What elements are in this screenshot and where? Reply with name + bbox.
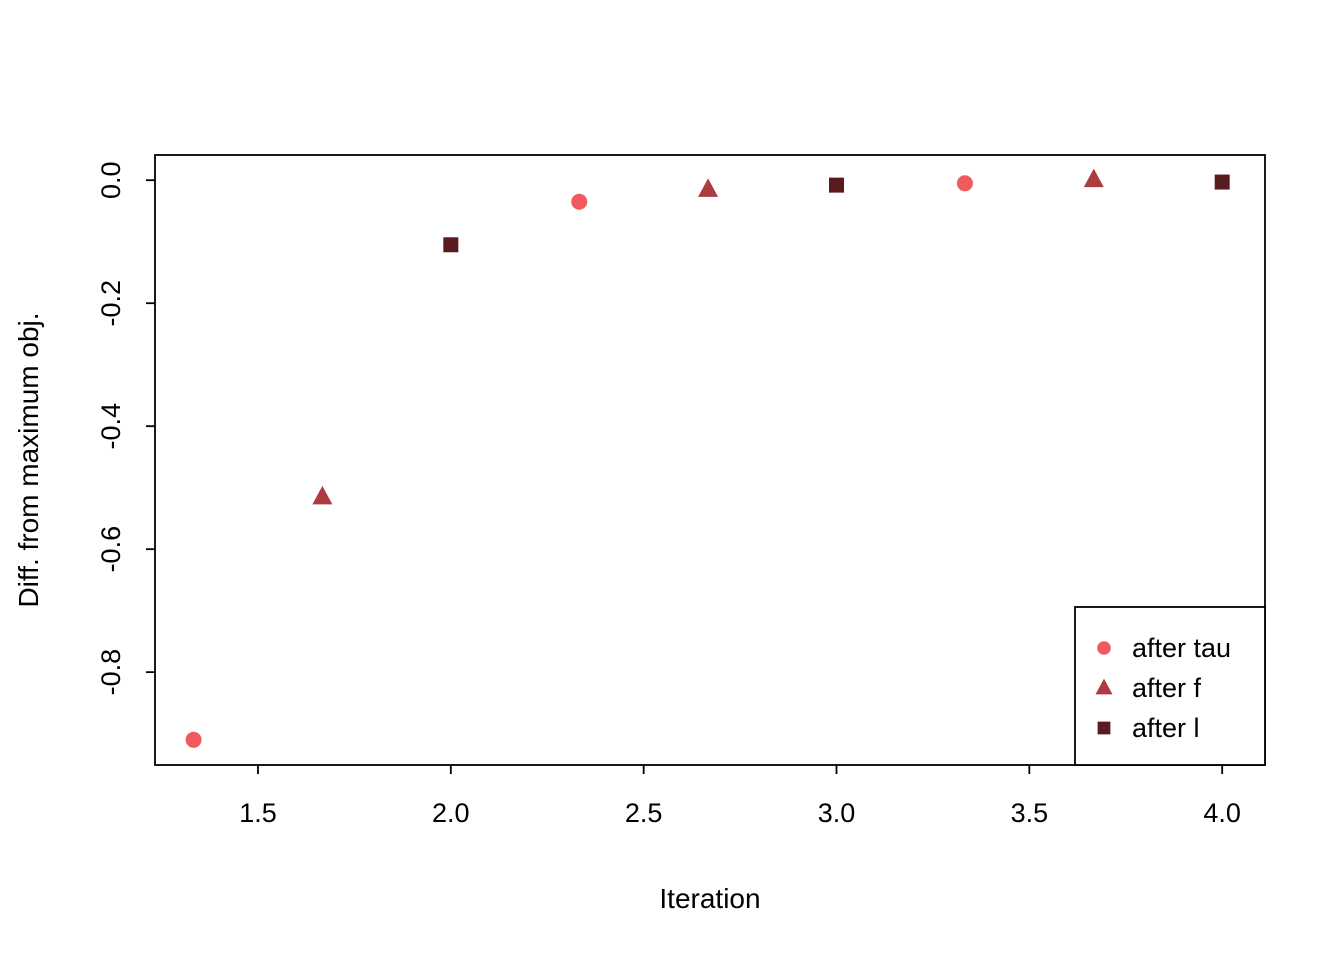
y-tick-label: -0.2 bbox=[96, 280, 126, 327]
y-tick-label: 0.0 bbox=[96, 161, 126, 199]
point-after-tau bbox=[185, 731, 202, 748]
y-tick-label: -0.4 bbox=[96, 403, 126, 450]
x-tick-label: 3.5 bbox=[1011, 798, 1049, 828]
point-after-tau bbox=[571, 193, 588, 210]
x-axis-title: Iteration bbox=[659, 883, 760, 914]
x-tick-label: 3.0 bbox=[818, 798, 856, 828]
legend-label: after tau bbox=[1132, 633, 1231, 663]
point-after-f bbox=[698, 178, 719, 197]
x-tick-label: 1.5 bbox=[239, 798, 277, 828]
y-tick-label: -0.8 bbox=[96, 649, 126, 696]
legend-label: after l bbox=[1132, 713, 1200, 743]
y-tick-label: -0.6 bbox=[96, 526, 126, 573]
chart-dynamic-layer: 1.5 2.0 2.5 3.0 3.5 4.0 0.0 -0.2 -0.4 -0.6 -0.8 aft… bbox=[96, 161, 1266, 828]
legend-label: after f bbox=[1132, 673, 1202, 703]
point-after-f bbox=[312, 485, 333, 505]
plot-area-border bbox=[154, 154, 1266, 766]
legend-marker-square bbox=[1097, 721, 1111, 735]
point-after-f bbox=[1083, 168, 1104, 188]
x-tick-label: 4.0 bbox=[1203, 798, 1241, 828]
point-after-tau bbox=[956, 175, 973, 192]
point-after-l bbox=[1214, 174, 1230, 190]
legend-marker-circle bbox=[1097, 641, 1111, 655]
point-after-l bbox=[443, 237, 459, 253]
x-tick-label: 2.0 bbox=[432, 798, 470, 828]
legend-marker-triangle bbox=[1095, 678, 1113, 695]
y-axis-title: Diff. from maximum obj. bbox=[13, 312, 44, 607]
point-after-l bbox=[829, 177, 845, 193]
x-tick-label: 2.5 bbox=[625, 798, 663, 828]
